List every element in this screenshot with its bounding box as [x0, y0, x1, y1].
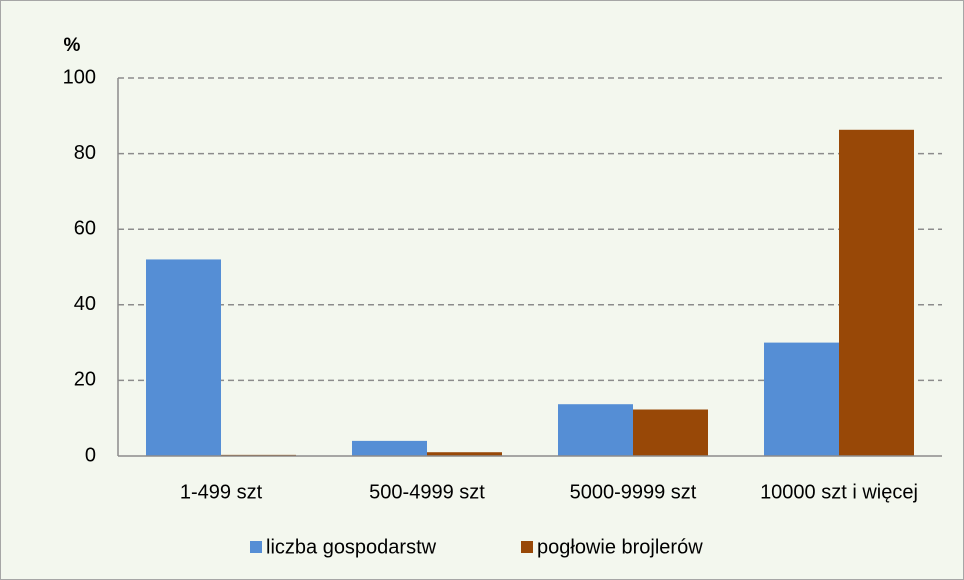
y-axis-label: %	[64, 35, 81, 56]
x-tick-label: 10000 szt i więcej	[760, 481, 918, 503]
x-tick-label: 5000-9999 szt	[570, 481, 697, 503]
bar	[764, 342, 839, 456]
bar	[352, 440, 427, 456]
legend-label: pogłowie brojlerów	[537, 536, 703, 558]
bar	[558, 404, 633, 456]
bar	[427, 452, 502, 456]
bar	[633, 409, 708, 456]
y-tick-label: 60	[74, 217, 96, 239]
legend-swatch	[521, 541, 533, 553]
legend-label: liczba gospodarstw	[266, 536, 437, 558]
bar	[839, 129, 914, 456]
x-tick-label: 500-4999 szt	[369, 481, 485, 503]
y-tick-label: 80	[74, 142, 96, 164]
y-tick-label: 40	[74, 293, 96, 315]
x-tick-label: 1-499 szt	[180, 481, 263, 503]
bar	[146, 259, 221, 456]
y-tick-label: 0	[85, 444, 96, 466]
legend-swatch	[250, 541, 262, 553]
y-tick-label: 100	[63, 66, 96, 88]
y-tick-label: 20	[74, 369, 96, 391]
